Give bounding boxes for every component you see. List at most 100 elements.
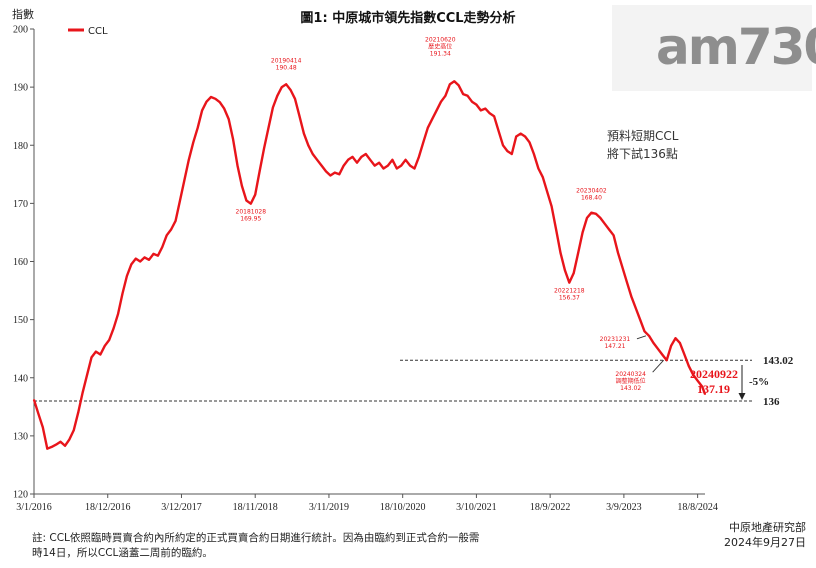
data-point xyxy=(648,334,650,337)
data-point xyxy=(599,217,602,219)
data-point xyxy=(170,228,173,231)
x-tick-label: 18/12/2016 xyxy=(85,502,131,513)
data-point xyxy=(652,341,655,344)
data-point xyxy=(630,295,633,298)
data-point xyxy=(356,161,358,164)
change-arrow-head xyxy=(738,393,746,400)
data-point xyxy=(603,222,606,225)
data-point xyxy=(665,359,668,362)
source-line-1: 中原地產研究部 xyxy=(729,521,806,534)
data-point xyxy=(373,164,376,167)
data-point xyxy=(236,164,239,167)
data-point xyxy=(541,176,544,179)
x-tick-label: 18/8/2024 xyxy=(677,502,718,513)
data-point xyxy=(670,344,672,347)
data-point xyxy=(617,251,619,254)
annotation-label: 20210620 xyxy=(425,36,456,43)
data-point xyxy=(72,429,75,431)
data-point xyxy=(351,155,354,158)
data-point xyxy=(325,170,327,173)
footnote: 註: CCL依照臨時買賣合約內所約定的正式買賣合約日期進行統計。因為由臨約到正式… xyxy=(32,531,592,561)
data-point xyxy=(479,109,482,112)
data-point xyxy=(586,217,588,219)
data-point xyxy=(528,141,531,144)
y-tick-label: 190 xyxy=(13,83,28,94)
data-point xyxy=(316,158,319,161)
data-point xyxy=(95,350,97,353)
data-point xyxy=(444,94,447,97)
data-point xyxy=(289,89,292,91)
reference-line-label: 136 xyxy=(763,396,780,408)
data-point xyxy=(400,164,403,167)
data-point xyxy=(59,440,62,443)
data-point xyxy=(320,164,323,167)
data-point xyxy=(546,190,549,193)
x-tick-label: 3/9/2023 xyxy=(606,502,642,513)
data-point xyxy=(46,447,49,450)
data-point xyxy=(519,132,522,135)
y-tick-label: 180 xyxy=(13,141,28,152)
data-point xyxy=(241,185,243,187)
data-point xyxy=(466,94,469,97)
data-point xyxy=(285,83,288,86)
data-point xyxy=(90,356,93,359)
data-point xyxy=(564,269,566,272)
data-point xyxy=(360,155,363,158)
data-point xyxy=(112,327,115,330)
data-point xyxy=(621,266,624,269)
data-point xyxy=(77,411,80,414)
data-point xyxy=(418,155,420,158)
data-point xyxy=(249,202,252,205)
data-point xyxy=(258,170,261,173)
data-point xyxy=(99,353,102,356)
data-point xyxy=(391,158,394,161)
data-point xyxy=(329,174,332,177)
data-point xyxy=(608,228,611,231)
data-point xyxy=(440,100,442,103)
data-point xyxy=(183,179,186,182)
data-point xyxy=(33,398,35,401)
y-axis-label: 指數 xyxy=(12,7,34,21)
y-tick-label: 160 xyxy=(13,257,28,268)
data-point xyxy=(117,312,119,315)
data-point xyxy=(625,280,628,283)
data-point xyxy=(86,373,88,376)
data-point xyxy=(448,83,451,86)
data-point xyxy=(639,318,642,321)
data-point xyxy=(679,341,681,344)
data-point xyxy=(223,107,226,110)
data-point xyxy=(537,167,540,170)
latest-date-label: 20240922 xyxy=(690,367,738,381)
data-point xyxy=(139,260,142,263)
data-point xyxy=(488,112,491,115)
legend-label: CCL xyxy=(88,26,108,37)
data-point xyxy=(431,118,434,120)
data-point xyxy=(81,391,84,394)
data-point xyxy=(634,307,637,309)
data-point xyxy=(108,339,111,341)
data-point xyxy=(174,219,177,222)
data-point xyxy=(643,330,646,333)
data-point xyxy=(533,153,535,155)
annotation-label: 歷史高位 xyxy=(428,42,452,50)
data-point xyxy=(577,251,580,254)
data-point xyxy=(37,412,40,415)
data-point xyxy=(161,246,164,248)
data-point xyxy=(656,347,659,350)
am730-logo: am730 xyxy=(612,5,816,91)
data-point xyxy=(506,150,509,152)
data-point xyxy=(426,126,429,129)
data-point xyxy=(475,103,478,106)
y-tick-label: 130 xyxy=(13,431,28,442)
data-point xyxy=(572,272,575,275)
data-point xyxy=(502,144,504,147)
data-point xyxy=(263,147,265,150)
y-tick-label: 140 xyxy=(13,373,28,384)
annotation-label: 168.40 xyxy=(581,195,602,202)
series-layer xyxy=(32,80,707,450)
data-point xyxy=(409,164,411,167)
data-point xyxy=(187,158,190,161)
data-point xyxy=(364,153,367,155)
data-point xyxy=(126,275,128,277)
